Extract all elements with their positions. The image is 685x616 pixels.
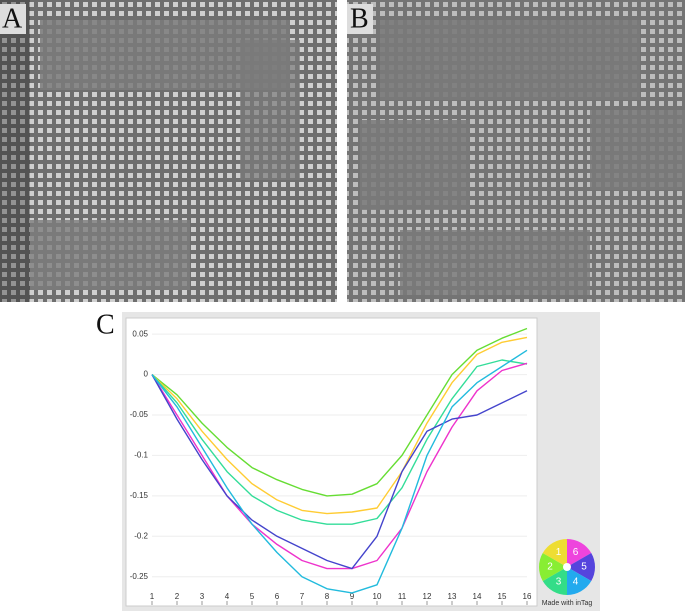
x-tick-label: 4 (225, 592, 230, 601)
logo-number: 6 (573, 547, 579, 558)
y-tick-label: 0 (144, 370, 149, 379)
panel-label: C (96, 309, 115, 340)
series-line (151, 349, 528, 594)
x-tick-label: 16 (523, 592, 532, 601)
x-tick-label: 2 (175, 592, 180, 601)
x-tick-label: 13 (448, 592, 457, 601)
logo-segment (542, 567, 567, 595)
image-b (347, 0, 685, 302)
plot-area (125, 317, 538, 607)
y-tick-label: -0.15 (130, 491, 149, 500)
x-tick-label: 5 (250, 592, 255, 601)
x-tick-label: 1 (150, 592, 155, 601)
series-line (151, 336, 528, 515)
logo-segment (567, 553, 596, 581)
series-line (151, 327, 528, 497)
y-tick-label: 0.05 (132, 329, 148, 338)
x-tick-label: 9 (350, 592, 355, 601)
logo-number: 4 (573, 576, 579, 587)
x-tick-label: 11 (398, 592, 407, 601)
logo-segment (567, 539, 592, 567)
label-bg (0, 4, 26, 34)
logo-number: 2 (547, 562, 553, 573)
logo-text: Made with inTag (542, 600, 593, 607)
y-tick-label: -0.05 (130, 410, 149, 419)
x-tick-label: 15 (498, 592, 507, 601)
series-line (151, 374, 528, 570)
image-a (0, 0, 337, 302)
x-tick-label: 12 (423, 592, 432, 601)
y-tick-label: -0.1 (134, 451, 148, 460)
x-tick-label: 7 (300, 592, 305, 601)
series-line (151, 359, 528, 525)
x-tick-label: 10 (373, 592, 382, 601)
logo-number: 5 (581, 562, 587, 573)
x-tick-label: 14 (473, 592, 482, 601)
y-tick-label: -0.25 (130, 572, 149, 581)
y-tick-label: -0.2 (134, 531, 148, 540)
x-tick-label: 8 (325, 592, 330, 601)
logo-segment (567, 567, 592, 595)
logo-segment (539, 553, 567, 581)
logo-number: 1 (556, 547, 562, 558)
series-line (151, 362, 528, 570)
panel-label: B (350, 3, 369, 34)
label-bg (347, 4, 373, 34)
panel-label: A (2, 3, 23, 34)
x-tick-label: 6 (275, 592, 280, 601)
x-tick-label: 3 (200, 592, 205, 601)
logo-number: 3 (556, 576, 562, 587)
logo-segment (542, 539, 567, 567)
logo-center (563, 563, 571, 571)
